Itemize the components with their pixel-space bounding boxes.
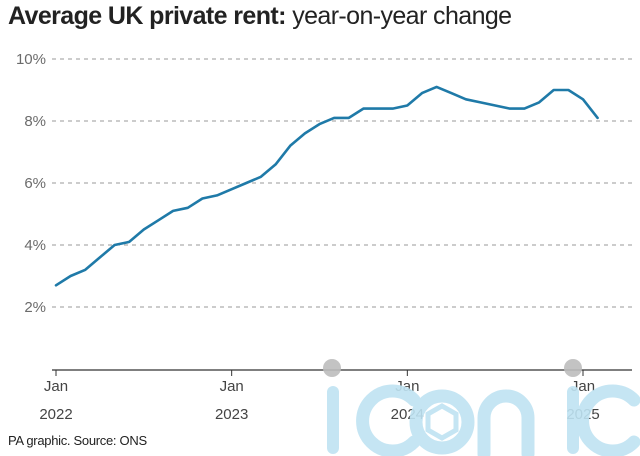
x-tick-label-year: 2024 — [391, 406, 424, 423]
y-tick-label: 2% — [24, 299, 46, 316]
x-axis-ticks: Jan 2022 Jan 2023 Jan 2024 Jan 2025 — [39, 370, 600, 423]
x-tick-label-year: 2025 — [566, 406, 599, 423]
chart-title: Average UK private rent: year-on-year ch… — [8, 2, 512, 31]
series-line — [54, 85, 599, 287]
data-points — [55, 86, 598, 286]
y-axis-tick-labels: 2% 4% 6% 8% 10% — [16, 51, 46, 316]
chart-title-bold: Average UK private rent: — [8, 2, 286, 30]
y-tick-label: 10% — [16, 51, 46, 68]
y-tick-label: 6% — [24, 175, 46, 192]
x-tick-label-month: Jan — [220, 378, 244, 395]
grid-lines — [52, 58, 632, 308]
chart-title-light: year-on-year change — [292, 2, 512, 30]
x-tick-label-year: 2023 — [215, 406, 248, 423]
source-note: PA graphic. Source: ONS — [8, 433, 147, 448]
x-tick-label-year: 2022 — [39, 406, 72, 423]
y-tick-label: 4% — [24, 237, 46, 254]
x-tick-label-month: Jan — [395, 378, 419, 395]
x-tick-label-month: Jan — [571, 378, 595, 395]
y-tick-label: 8% — [24, 113, 46, 130]
x-tick-label-month: Jan — [44, 378, 68, 395]
